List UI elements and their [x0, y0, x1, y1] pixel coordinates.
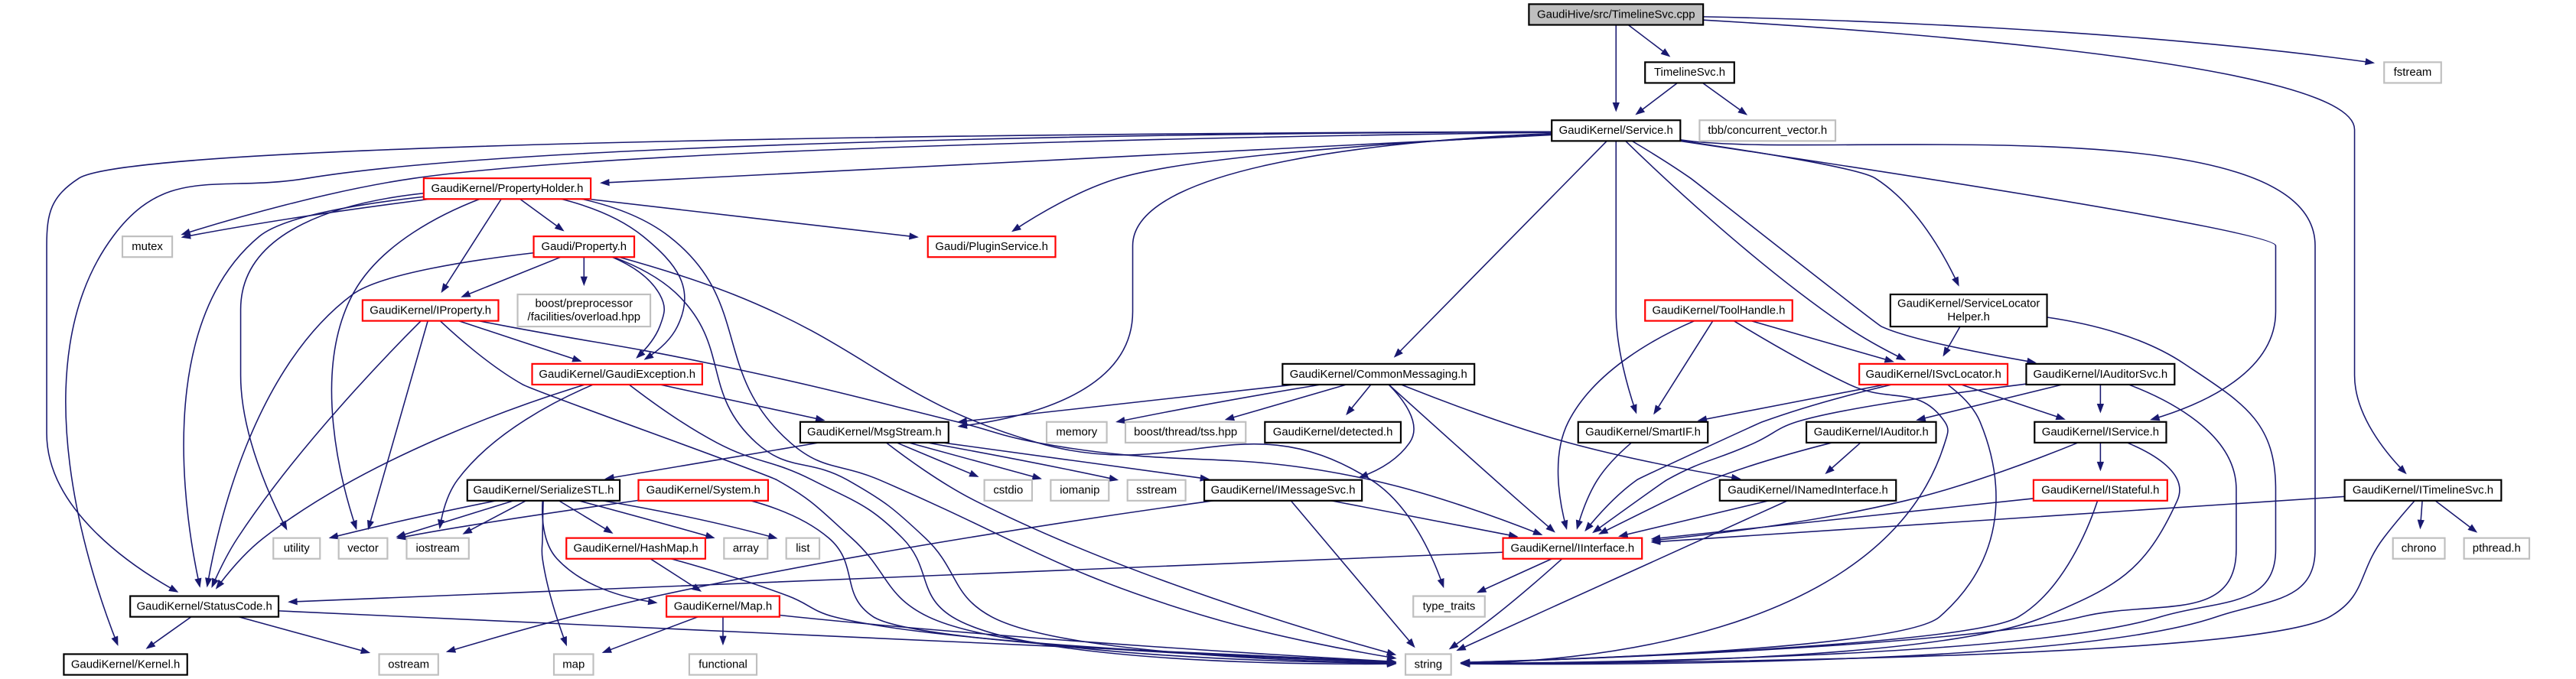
svg-text:map: map — [562, 658, 585, 671]
svg-text:iostream: iostream — [416, 543, 460, 555]
svg-text:vector: vector — [347, 543, 379, 555]
svg-text:functional: functional — [699, 658, 747, 671]
svg-text:GaudiKernel/StatusCode.h: GaudiKernel/StatusCode.h — [136, 600, 272, 612]
svg-text:GaudiKernel/ServiceLocator: GaudiKernel/ServiceLocator — [1897, 298, 2040, 310]
svg-text:GaudiHive/src/TimelineSvc.cpp: GaudiHive/src/TimelineSvc.cpp — [1537, 8, 1695, 21]
svg-text:boost/thread/tss.hpp: boost/thread/tss.hpp — [1134, 427, 1237, 439]
svg-text:type_traits: type_traits — [1423, 600, 1476, 612]
svg-text:GaudiKernel/SerializeSTL.h: GaudiKernel/SerializeSTL.h — [473, 485, 614, 497]
svg-text:GaudiKernel/ToolHandle.h: GaudiKernel/ToolHandle.h — [1652, 304, 1785, 317]
svg-text:array: array — [733, 543, 760, 555]
svg-text:GaudiKernel/System.h: GaudiKernel/System.h — [646, 485, 760, 497]
svg-text:GaudiKernel/IStateful.h: GaudiKernel/IStateful.h — [2041, 485, 2159, 497]
svg-text:GaudiKernel/HashMap.h: GaudiKernel/HashMap.h — [573, 543, 698, 555]
svg-text:GaudiKernel/IService.h: GaudiKernel/IService.h — [2042, 427, 2159, 439]
svg-text:GaudiKernel/MsgStream.h: GaudiKernel/MsgStream.h — [807, 427, 942, 439]
svg-text:GaudiKernel/IAuditor.h: GaudiKernel/IAuditor.h — [1814, 427, 1929, 439]
svg-text:GaudiKernel/CommonMessaging.h: GaudiKernel/CommonMessaging.h — [1290, 369, 1467, 381]
svg-text:cstdio: cstdio — [993, 485, 1023, 497]
svg-text:GaudiKernel/SmartIF.h: GaudiKernel/SmartIF.h — [1585, 427, 1701, 439]
svg-text:boost/preprocessor: boost/preprocessor — [535, 298, 633, 310]
svg-text:string: string — [1415, 658, 1442, 671]
svg-text:GaudiKernel/IAuditorSvc.h: GaudiKernel/IAuditorSvc.h — [2034, 369, 2168, 381]
svg-text:GaudiKernel/IProperty.h: GaudiKernel/IProperty.h — [370, 304, 491, 317]
svg-text:fstream: fstream — [2394, 67, 2432, 79]
svg-text:iomanip: iomanip — [1060, 485, 1099, 497]
svg-text:utility: utility — [284, 543, 311, 555]
svg-text:GaudiKernel/IInterface.h: GaudiKernel/IInterface.h — [1511, 543, 1635, 555]
svg-text:GaudiKernel/detected.h: GaudiKernel/detected.h — [1273, 427, 1393, 439]
svg-text:GaudiKernel/INamedInterface.h: GaudiKernel/INamedInterface.h — [1728, 485, 1888, 497]
svg-text:GaudiKernel/GaudiException.h: GaudiKernel/GaudiException.h — [539, 369, 695, 381]
svg-text:GaudiKernel/Map.h: GaudiKernel/Map.h — [674, 600, 772, 612]
svg-text:TimelineSvc.h: TimelineSvc.h — [1654, 67, 1725, 79]
svg-text:Gaudi/PluginService.h: Gaudi/PluginService.h — [935, 241, 1048, 253]
svg-text:GaudiKernel/IMessageSvc.h: GaudiKernel/IMessageSvc.h — [1211, 485, 1356, 497]
svg-text:GaudiKernel/PropertyHolder.h: GaudiKernel/PropertyHolder.h — [432, 183, 584, 195]
svg-text:Gaudi/Property.h: Gaudi/Property.h — [542, 241, 627, 253]
svg-text:list: list — [796, 543, 810, 555]
svg-text:pthread.h: pthread.h — [2473, 543, 2521, 555]
svg-text:GaudiKernel/ISvcLocator.h: GaudiKernel/ISvcLocator.h — [1865, 369, 2001, 381]
svg-text:GaudiKernel/Service.h: GaudiKernel/Service.h — [1559, 125, 1673, 137]
svg-text:mutex: mutex — [132, 241, 163, 253]
svg-text:GaudiKernel/Kernel.h: GaudiKernel/Kernel.h — [71, 658, 181, 671]
svg-text:memory: memory — [1056, 427, 1097, 439]
svg-text:Helper.h: Helper.h — [1947, 311, 1990, 323]
svg-text:/facilities/overload.hpp: /facilities/overload.hpp — [528, 311, 641, 323]
svg-text:sstream: sstream — [1136, 485, 1177, 497]
svg-text:tbb/concurrent_vector.h: tbb/concurrent_vector.h — [1708, 125, 1827, 137]
svg-text:GaudiKernel/ITimelineSvc.h: GaudiKernel/ITimelineSvc.h — [2353, 485, 2493, 497]
svg-text:ostream: ostream — [388, 658, 429, 671]
svg-text:chrono: chrono — [2402, 543, 2437, 555]
